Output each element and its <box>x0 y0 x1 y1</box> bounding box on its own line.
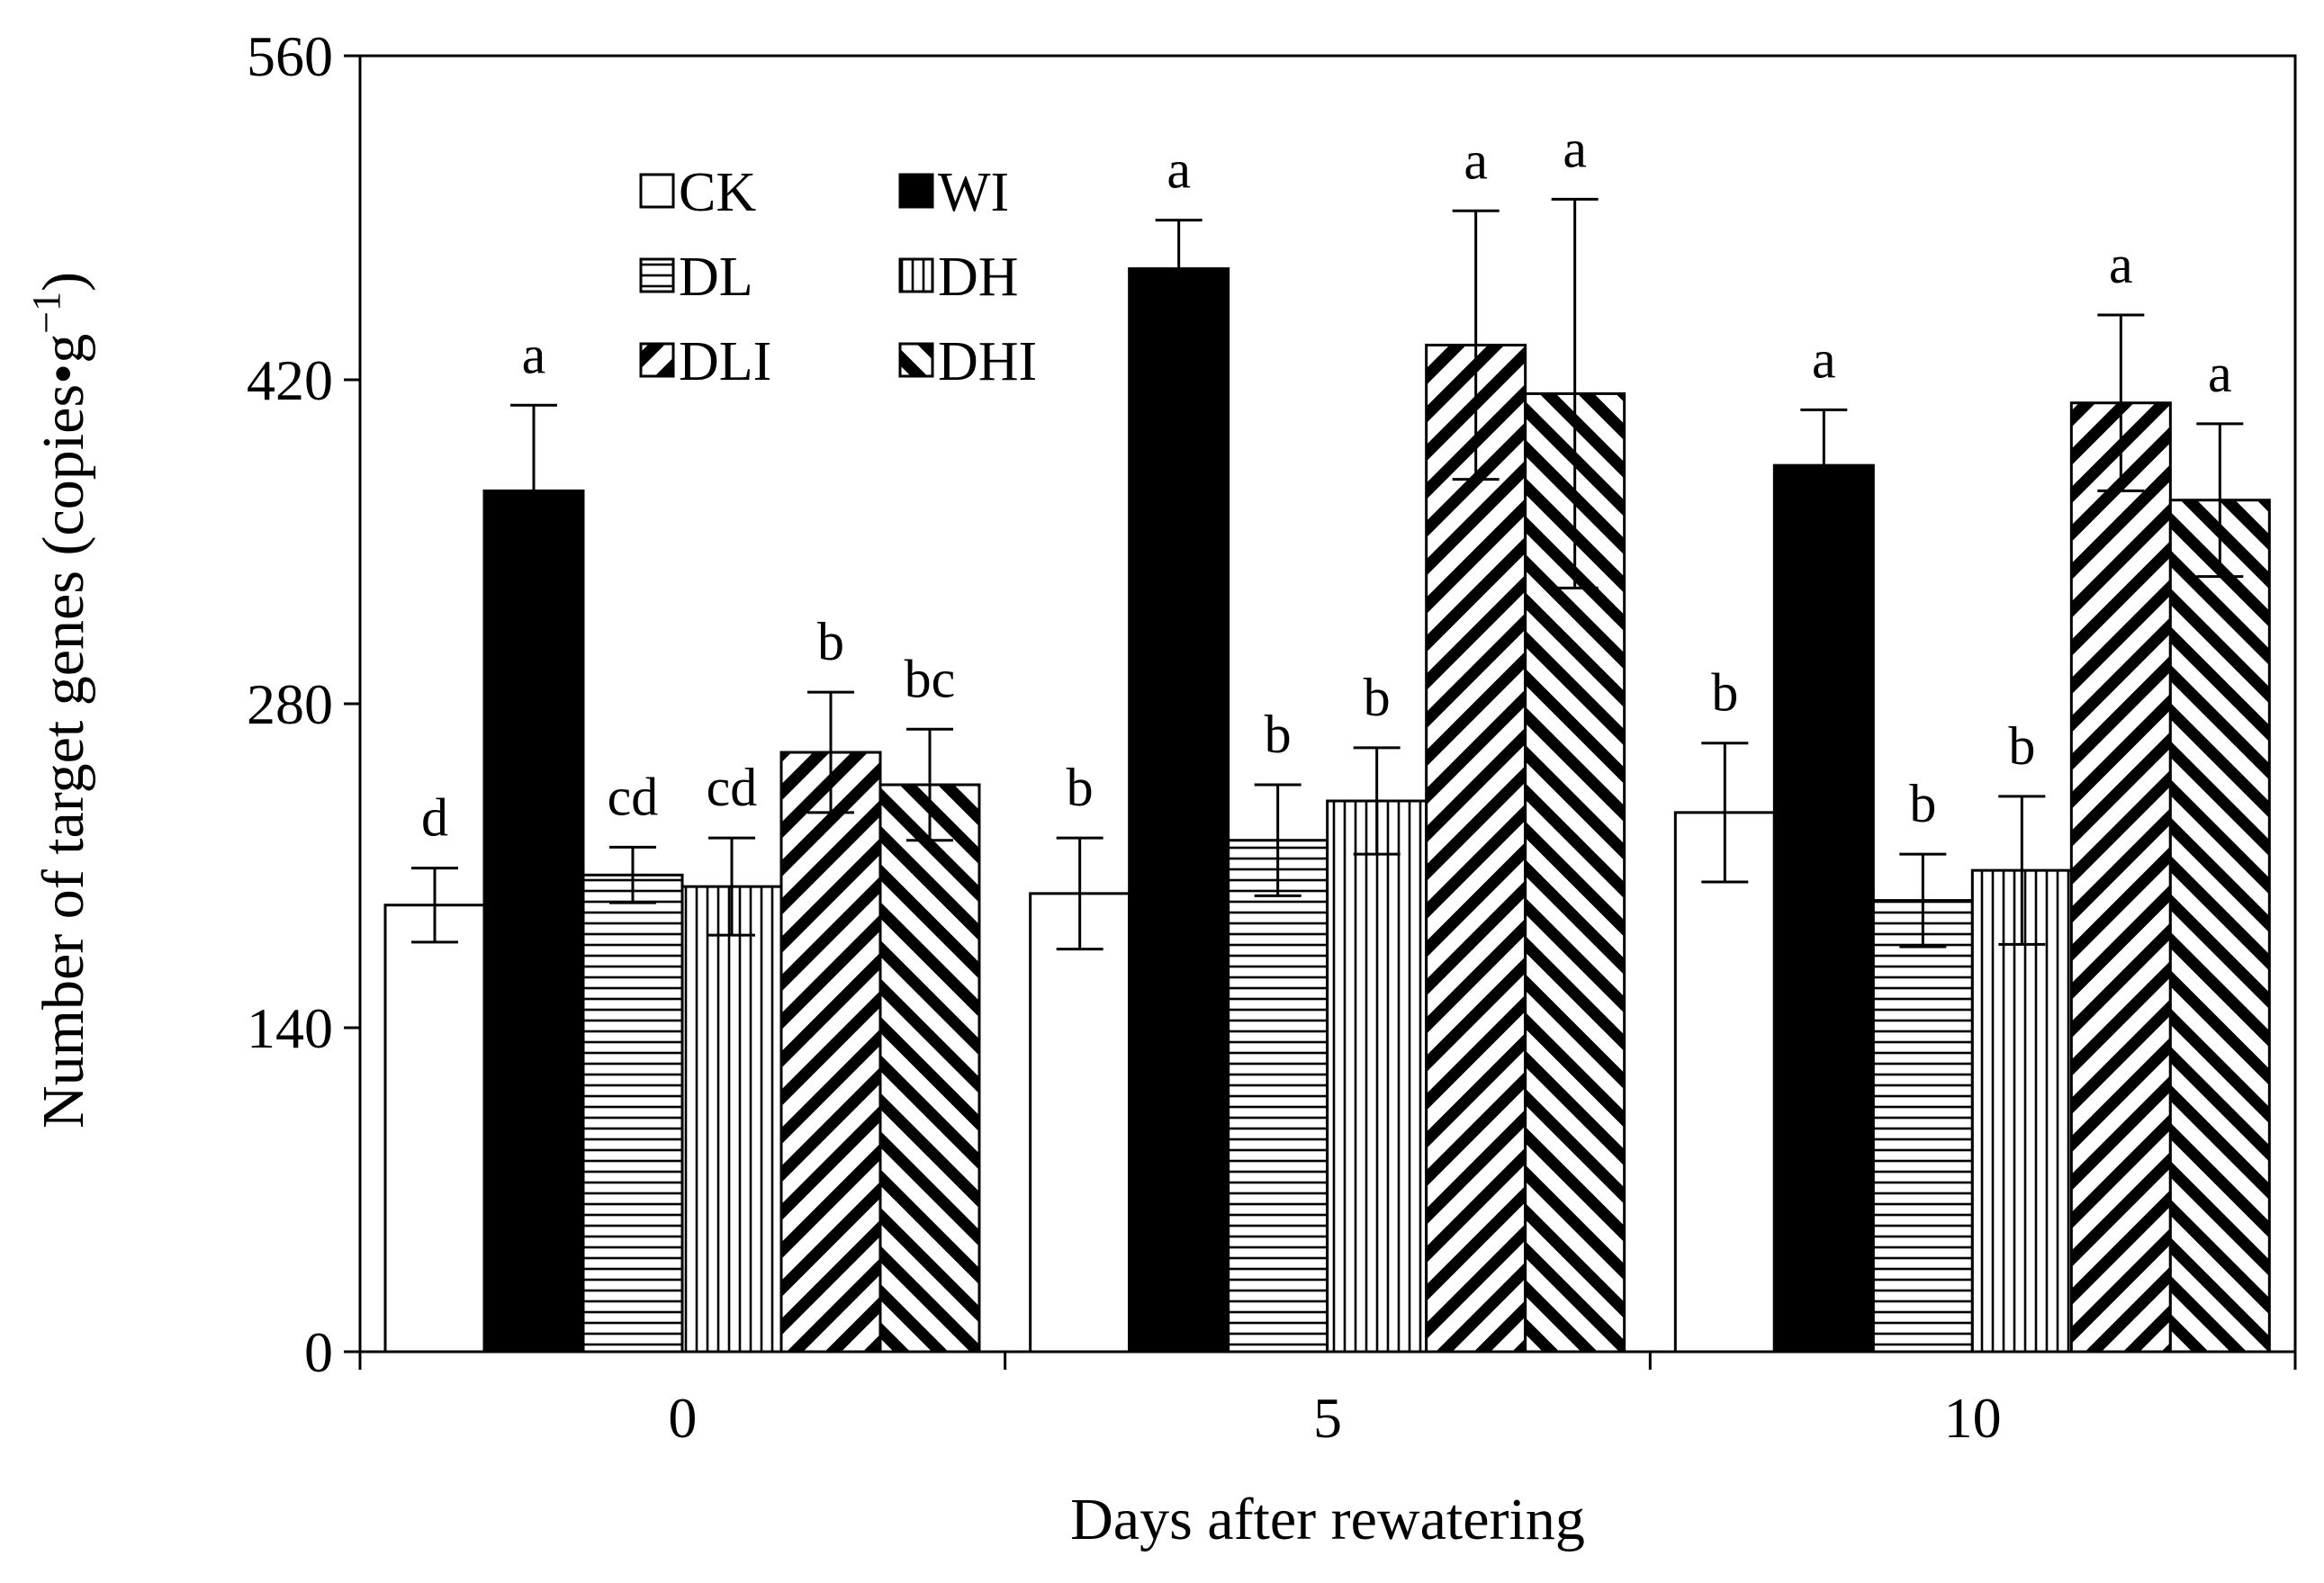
bar-dl-day-0 <box>581 873 684 1354</box>
error-bar-dh-day-5 <box>1353 746 1401 856</box>
significance-letter-ck-day-5: b <box>1067 758 1094 817</box>
significance-letter-ck-day-10: b <box>1711 663 1738 723</box>
error-bar-ck-day-0 <box>411 867 458 944</box>
error-bar-ck-day-10 <box>1701 742 1749 884</box>
significance-letter-dhi-day-10: a <box>2208 344 2232 403</box>
error-bar-dhi-day-5 <box>1551 197 1599 589</box>
x-tick-label-10: 10 <box>1944 1386 2002 1450</box>
significance-letter-dli-day-10: a <box>2109 235 2133 294</box>
bar-dl-day-5 <box>1227 839 1329 1354</box>
bar-ck-day-0 <box>383 904 486 1354</box>
significance-letter-dh-day-5: b <box>1364 668 1391 727</box>
y-axis-title-main: Number of target genes (copies•g <box>31 334 96 1129</box>
error-bar-dli-day-10 <box>2097 313 2145 492</box>
bar-wi-day-10 <box>1772 463 1875 1354</box>
error-bar-dh-day-0 <box>708 836 755 937</box>
error-bar-dh-day-10 <box>1998 795 2046 946</box>
significance-letter-dl-day-10: b <box>1909 774 1936 833</box>
legend-swatch-dh <box>898 257 934 293</box>
legend-swatch-dli <box>639 342 675 378</box>
legend-swatch-dhi <box>898 342 934 378</box>
error-bar-dli-day-5 <box>1452 209 1500 481</box>
legend-label-dli: DLI <box>679 331 771 392</box>
error-bar-ck-day-5 <box>1056 836 1103 951</box>
error-bar-dl-day-0 <box>609 845 656 904</box>
bar-ck-day-5 <box>1029 892 1131 1354</box>
error-bar-wi-day-10 <box>1800 408 1848 523</box>
legend-swatch-wi <box>898 173 934 209</box>
significance-letter-dl-day-5: b <box>1265 705 1292 764</box>
bar-wi-day-0 <box>482 489 585 1354</box>
y-tick-label: 280 <box>247 672 333 736</box>
error-bar-wi-day-5 <box>1155 219 1203 319</box>
legend-label-dhi: DHI <box>938 331 1037 392</box>
legend-swatch-ck <box>639 173 675 209</box>
legend-label-dh: DH <box>938 247 1019 308</box>
bar-dli-day-5 <box>1425 343 1527 1354</box>
significance-letter-dl-day-0: cd <box>608 767 659 826</box>
significance-letter-dhi-day-5: a <box>1563 119 1587 178</box>
significance-letter-dli-day-0: b <box>817 612 844 671</box>
error-bar-dhi-day-0 <box>906 727 953 842</box>
y-tick-label: 560 <box>247 24 333 88</box>
error-bar-dli-day-0 <box>807 690 854 814</box>
x-tick-label-0: 0 <box>668 1386 697 1450</box>
axes-layer: 0 140 280 420 560 0 5 10 <box>247 24 2297 1450</box>
bar-ck-day-10 <box>1673 811 1776 1354</box>
legend-swatch-dl <box>639 257 675 293</box>
y-tick-label: 140 <box>247 996 333 1060</box>
bar-dh-day-0 <box>680 885 783 1354</box>
legend-label-wi: WI <box>938 162 1009 223</box>
bar-dl-day-10 <box>1871 899 1974 1354</box>
y-axis-title: Number of target genes (copies•g−1) <box>24 272 96 1129</box>
legend: CK WI DL DH DLI DHI <box>639 162 1037 392</box>
significance-letter-dh-day-10: b <box>2008 716 2035 776</box>
error-bar-dhi-day-10 <box>2196 422 2244 579</box>
bar-dli-day-10 <box>2069 401 2172 1354</box>
bar-dh-day-5 <box>1326 799 1428 1354</box>
significance-letter-dh-day-0: cd <box>707 758 758 817</box>
significance-letter-wi-day-0: a <box>522 325 546 384</box>
error-bar-dl-day-5 <box>1254 783 1302 897</box>
bar-dhi-day-0 <box>878 783 981 1354</box>
y-axis-title-superscript: −1 <box>24 292 68 334</box>
error-bar-dl-day-10 <box>1899 852 1947 949</box>
legend-label-ck: CK <box>679 162 756 223</box>
bars-layer: d b b a a a cd b b cd b b b a a bc a a <box>383 119 2271 1354</box>
bar-dli-day-0 <box>779 751 882 1354</box>
y-tick-label: 420 <box>247 348 333 412</box>
y-axis-title-close: ) <box>31 272 96 292</box>
bar-wi-day-5 <box>1128 267 1230 1354</box>
bar-dhi-day-10 <box>2168 499 2271 1354</box>
y-tick-label: 0 <box>304 1320 333 1384</box>
significance-letter-dli-day-5: a <box>1464 130 1488 190</box>
significance-letter-wi-day-5: a <box>1167 140 1191 200</box>
error-bar-wi-day-0 <box>510 403 557 579</box>
legend-label-dl: DL <box>679 247 753 308</box>
x-axis-title: Days after rewatering <box>1070 1487 1585 1552</box>
x-tick-label-5: 5 <box>1313 1386 1342 1450</box>
significance-letter-wi-day-10: a <box>1812 329 1836 389</box>
significance-letter-ck-day-0: d <box>421 788 448 848</box>
significance-letter-dhi-day-0: bc <box>905 649 956 708</box>
